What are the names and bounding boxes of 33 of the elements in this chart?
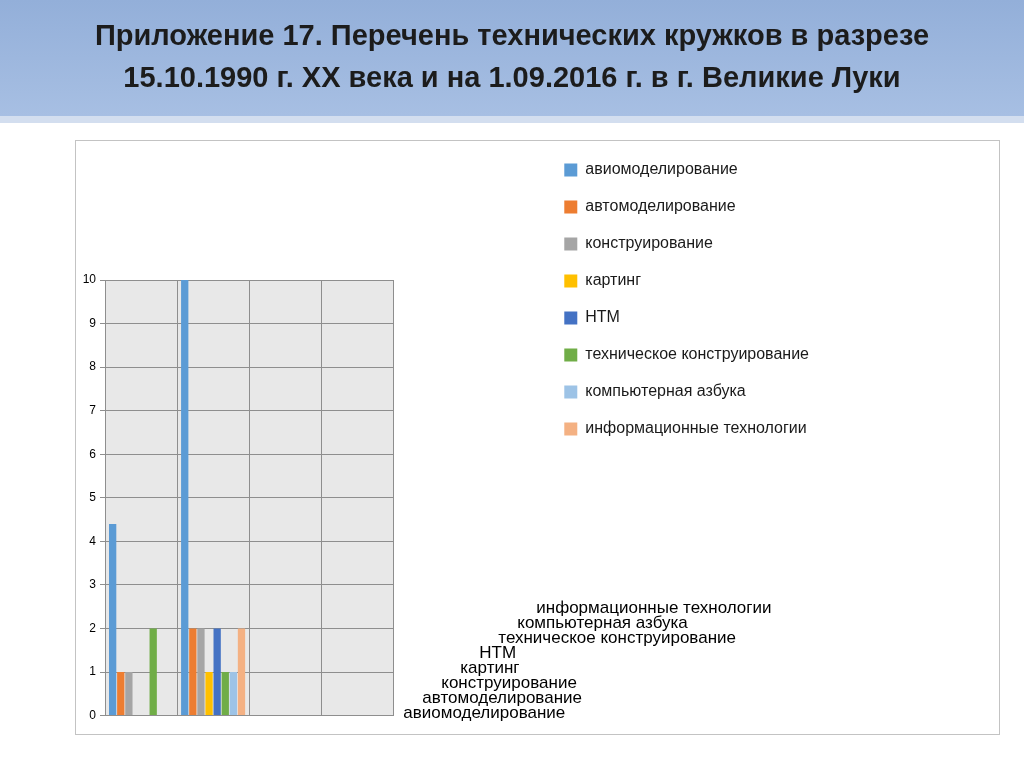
y-tick-label: 7 bbox=[89, 402, 97, 417]
bar bbox=[205, 672, 213, 716]
legend-label: авиомоделирование bbox=[585, 160, 738, 178]
y-tick-label: 4 bbox=[89, 533, 97, 548]
bar bbox=[237, 628, 246, 716]
y-tick-label: 2 bbox=[89, 620, 97, 635]
y-tick-label: 5 bbox=[89, 490, 97, 505]
bar bbox=[149, 628, 157, 716]
text: Приложение 17. Перечень технических кружков в разрезе 15.10.1990 г. ХХ века и на 1.09.2016 г. в г. Великие Луки bbox=[93, 18, 931, 95]
y-tick-label: 1 bbox=[89, 664, 97, 679]
bar bbox=[125, 672, 133, 716]
bar bbox=[181, 280, 189, 716]
y-tick-label: 3 bbox=[89, 577, 97, 592]
legend-label: картинг bbox=[585, 271, 642, 289]
legend-label: автомоделирование bbox=[585, 197, 736, 215]
text: НТМ bbox=[479, 642, 517, 662]
y-tick-label: 9 bbox=[89, 315, 97, 330]
bar bbox=[117, 672, 125, 716]
bar bbox=[109, 523, 117, 716]
bar bbox=[189, 628, 197, 716]
bar bbox=[213, 628, 221, 716]
legend-label: техническое конструирование bbox=[585, 345, 810, 363]
legend-label: информационные технологии bbox=[585, 419, 807, 437]
legend-label: НТМ bbox=[585, 308, 620, 326]
bar bbox=[197, 628, 205, 716]
y-tick-label: 6 bbox=[89, 446, 97, 461]
bar bbox=[221, 672, 229, 716]
legend-label: конструирование bbox=[585, 234, 713, 252]
y-tick-label: 0 bbox=[89, 707, 97, 722]
y-tick-label: 8 bbox=[89, 359, 97, 374]
legend-label: компьютерная азбука bbox=[585, 382, 746, 400]
y-tick-label: 10 bbox=[82, 272, 97, 287]
bar bbox=[229, 672, 238, 716]
